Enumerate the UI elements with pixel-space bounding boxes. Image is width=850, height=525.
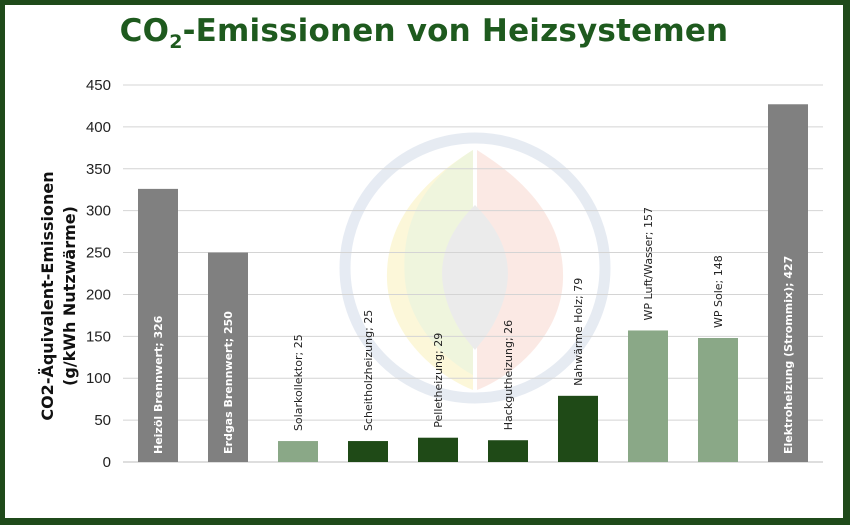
data-label: Elektroheizung (Strommix); 427	[782, 256, 795, 454]
y-tick-label: 400	[86, 119, 111, 136]
bar	[348, 441, 388, 462]
y-axis-title: CO2-Äquivalent-Emissionen (g/kWh Nutzwär…	[38, 171, 79, 420]
y-axis-title-line2: (g/kWh Nutzwärme)	[60, 206, 79, 386]
y-tick-label: 100	[86, 370, 111, 387]
bar	[558, 395, 598, 462]
bar	[418, 437, 458, 462]
bars	[138, 104, 808, 462]
bar-chart: 0 50 100 150 200 250 300 350 400 450 Heizöl Brenn…	[38, 77, 823, 471]
bar	[698, 338, 738, 462]
data-label: Erdgas Brennwert; 250	[222, 311, 235, 454]
data-label: WP Luft/Wasser; 157	[642, 207, 655, 320]
data-label: Heizöl Brennwert; 326	[152, 315, 165, 454]
data-labels: Heizöl Brennwert; 326 Erdgas Brennwert; 2…	[152, 207, 795, 454]
bar	[768, 104, 808, 462]
y-tick-label: 250	[86, 245, 111, 262]
data-label: Solarkollektor; 25	[292, 334, 305, 431]
data-label: Scheitholzheizung; 25	[362, 310, 375, 431]
data-label: Pelletheizung; 29	[432, 333, 445, 428]
bar	[138, 188, 178, 462]
chart-title: CO2-Emissionen von Heizsystemen	[119, 13, 729, 53]
data-label: Nahwärme Holz; 79	[572, 278, 585, 386]
y-tick-label: 450	[86, 77, 111, 94]
bar	[208, 252, 248, 462]
y-tick-label: 200	[86, 286, 111, 303]
bar	[278, 441, 318, 462]
y-tick-label: 150	[86, 328, 111, 345]
bar	[628, 330, 668, 462]
y-tick-label: 0	[103, 454, 111, 471]
bar	[488, 440, 528, 462]
data-label: WP Sole; 148	[712, 255, 725, 328]
watermark-logo	[339, 132, 611, 404]
y-tick-label: 300	[86, 203, 111, 220]
y-tick-labels: 0 50 100 150 200 250 300 350 400 450	[86, 77, 111, 471]
chart-frame: CO2-Emissionen von Heizsystemen 0 50 100 15…	[5, 5, 843, 518]
data-label: Hackgutheizung; 26	[502, 320, 515, 430]
y-axis-title-line1: CO2-Äquivalent-Emissionen	[38, 171, 57, 420]
y-tick-label: 50	[94, 412, 111, 429]
y-tick-label: 350	[86, 161, 111, 178]
